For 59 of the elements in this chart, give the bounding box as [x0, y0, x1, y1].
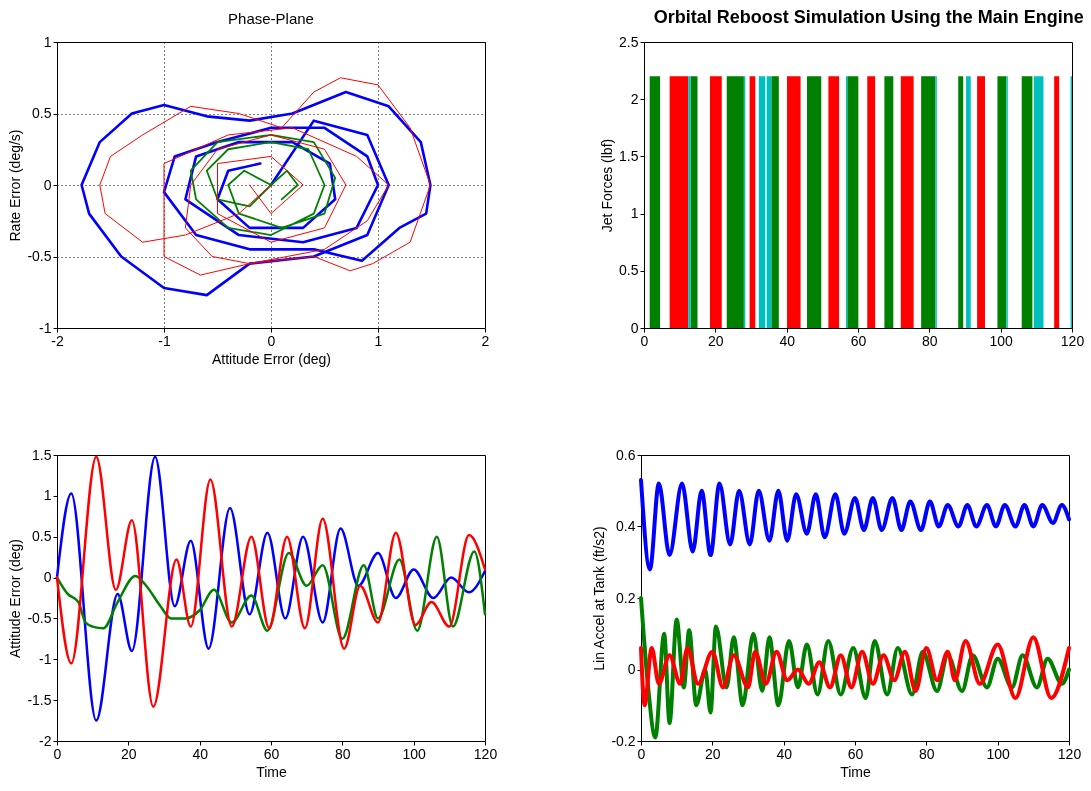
x-tick-label: 60: [263, 745, 280, 762]
y-tick-label: -0.5: [27, 609, 52, 626]
y-tick-label: -0.5: [27, 248, 52, 264]
y-axis-title: Lin Accel at Tank (ft/s2): [591, 526, 608, 671]
x-tick-label: 120: [1060, 332, 1085, 349]
y-tick-label: -0.2: [611, 732, 636, 749]
x-tick-label: 40: [776, 745, 793, 762]
y-tick-label: 1.5: [619, 147, 639, 164]
x-tick-label: 120: [473, 745, 498, 762]
x-tick-label: 60: [847, 745, 864, 762]
y-axis-title: Attitude Error (deg): [7, 538, 24, 659]
x-axis-title: Time: [840, 763, 872, 780]
y-tick-label: -2: [39, 732, 52, 749]
line-series: [639, 478, 1071, 572]
x-tick-label: -1: [158, 332, 171, 349]
y-tick-label: 0: [43, 176, 52, 193]
line-series: [99, 77, 431, 276]
y-tick-label: -1: [39, 319, 52, 336]
x-axis-title: Attitude Error (deg): [211, 350, 332, 367]
y-tick-label: 1: [43, 487, 52, 504]
chart-title: Orbital Reboost Simulation Using the Main Engine: [653, 7, 1084, 27]
line-series: [189, 134, 337, 236]
y-tick-label: 0.6: [616, 446, 636, 463]
y-tick-label: 2.5: [619, 33, 639, 50]
line-series: [639, 635, 1071, 708]
y-tick-label: -1.5: [27, 691, 52, 708]
y-tick-label: 2: [630, 90, 639, 107]
y-tick-label: 0: [43, 569, 52, 586]
x-tick-label: 2: [481, 332, 490, 349]
x-tick-label: 20: [708, 332, 724, 349]
x-tick-label: 0: [267, 332, 276, 349]
x-tick-label: 80: [335, 745, 351, 762]
y-tick-label: 0: [627, 661, 636, 677]
x-tick-label: 80: [919, 745, 935, 762]
x-tick-label: 80: [922, 332, 938, 349]
x-tick-label: 1: [374, 332, 383, 349]
x-tick-label: 100: [402, 745, 427, 762]
y-axis-title: Jet Forces (lbf): [599, 138, 616, 233]
x-tick-label: 40: [192, 745, 209, 762]
y-tick-label: 0.5: [32, 528, 52, 545]
x-tick-label: 120: [1057, 745, 1082, 762]
y-tick-label: -1: [39, 650, 52, 667]
y-axis-title: Rate Error (deg/s): [7, 129, 24, 242]
x-tick-label: 20: [705, 745, 721, 762]
x-tick-label: 20: [121, 745, 137, 762]
y-tick-label: 1: [43, 33, 52, 50]
y-tick-label: 1.5: [32, 446, 52, 463]
x-tick-label: 100: [989, 332, 1014, 349]
x-axis-title: Time: [256, 763, 288, 780]
x-tick-label: 40: [779, 332, 796, 349]
y-tick-label: 0.4: [616, 518, 636, 534]
y-tick-label: 0.2: [616, 589, 636, 606]
x-tick-label: 100: [986, 745, 1011, 762]
y-tick-label: 0.5: [32, 105, 52, 121]
y-tick-label: 1: [630, 205, 639, 222]
chart-title: Phase-Plane: [228, 10, 314, 27]
y-tick-label: 0: [630, 319, 639, 336]
x-tick-label: 60: [850, 332, 867, 349]
y-tick-label: 0.5: [619, 262, 639, 279]
